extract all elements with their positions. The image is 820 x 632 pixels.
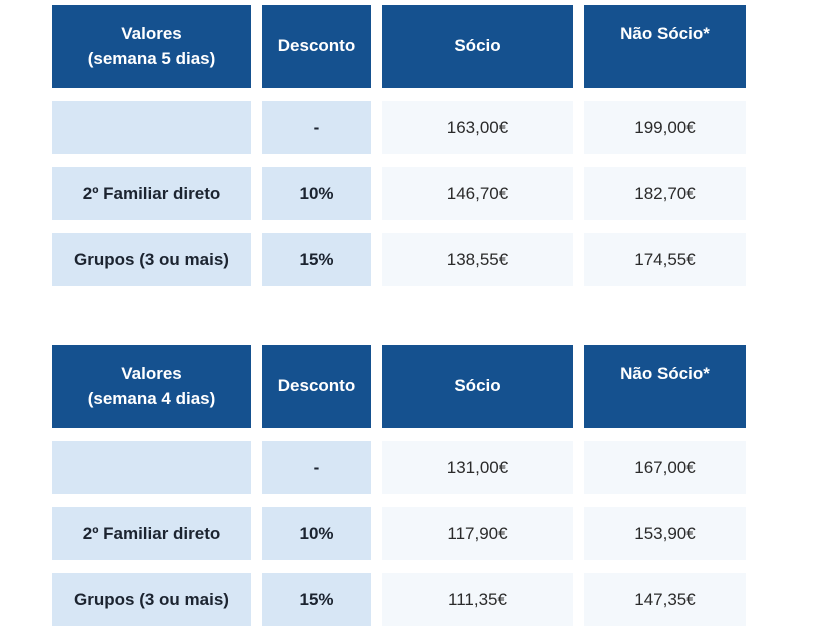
table-cell-desconto: - — [262, 101, 371, 154]
table-cell-socio-price: 138,55€ — [382, 233, 573, 286]
header-valores-week4: Valores (semana 4 dias) — [52, 345, 251, 428]
header-valores-line1: Valores — [121, 23, 182, 43]
header-valores-week5: Valores (semana 5 dias) — [52, 5, 251, 88]
table-cell-socio-price: 111,35€ — [382, 573, 573, 626]
pricing-table-week-5-days: Valores (semana 5 dias) Desconto Sócio N… — [52, 5, 820, 286]
table-cell-desconto: 10% — [262, 507, 371, 560]
header-socio-week4: Sócio — [382, 345, 573, 428]
header-valores-line2: (semana 5 dias) — [87, 48, 216, 68]
table-cell-nao-socio-price: 174,55€ — [584, 233, 746, 286]
table-cell-label-familiar: 2º Familiar direto — [52, 167, 251, 220]
table-cell-nao-socio-price: 153,90€ — [584, 507, 746, 560]
header-nao-socio-week4: Não Sócio* — [584, 345, 746, 428]
pricing-table-week-4-days: Valores (semana 4 dias) Desconto Sócio N… — [52, 345, 820, 626]
header-socio-week5: Sócio — [382, 5, 573, 88]
table-cell-socio-price: 117,90€ — [382, 507, 573, 560]
table-cell-socio-price: 131,00€ — [382, 441, 573, 494]
table-cell-nao-socio-price: 199,00€ — [584, 101, 746, 154]
table-cell-label-familiar: 2º Familiar direto — [52, 507, 251, 560]
table-cell-desconto: 10% — [262, 167, 371, 220]
table-cell-label-grupos: Grupos (3 ou mais) — [52, 233, 251, 286]
table-cell-desconto: 15% — [262, 573, 371, 626]
table-cell-socio-price: 146,70€ — [382, 167, 573, 220]
header-valores-text: Valores (semana 4 dias) — [88, 362, 216, 411]
header-valores-line1: Valores — [121, 363, 182, 383]
table-cell-label-empty — [52, 101, 251, 154]
table-cell-desconto: 15% — [262, 233, 371, 286]
header-valores-line2: (semana 4 dias) — [87, 388, 216, 408]
table-cell-nao-socio-price: 182,70€ — [584, 167, 746, 220]
table-cell-nao-socio-price: 147,35€ — [584, 573, 746, 626]
header-nao-socio-week5: Não Sócio* — [584, 5, 746, 88]
table-cell-label-grupos: Grupos (3 ou mais) — [52, 573, 251, 626]
header-valores-text: Valores (semana 5 dias) — [88, 22, 216, 71]
table-cell-desconto: - — [262, 441, 371, 494]
table-cell-nao-socio-price: 167,00€ — [584, 441, 746, 494]
header-desconto-week4: Desconto — [262, 345, 371, 428]
header-desconto-week5: Desconto — [262, 5, 371, 88]
table-cell-label-empty — [52, 441, 251, 494]
table-cell-socio-price: 163,00€ — [382, 101, 573, 154]
